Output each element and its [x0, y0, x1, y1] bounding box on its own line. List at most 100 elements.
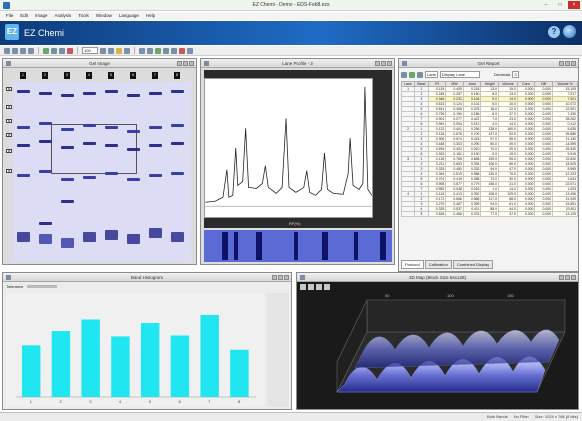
- histogram-bar[interactable]: [111, 336, 130, 397]
- export-icon[interactable]: [409, 71, 415, 78]
- gel-band[interactable]: [39, 92, 52, 95]
- gel-band[interactable]: [149, 228, 162, 238]
- lane-tag[interactable]: 6: [130, 72, 136, 79]
- histogram-plot[interactable]: 1 2 3 4 5 6 7 8: [6, 293, 264, 407]
- zoom-input[interactable]: 100: [82, 47, 98, 54]
- gel-lane[interactable]: [149, 82, 162, 262]
- delete-icon[interactable]: [67, 47, 73, 54]
- histogram-bar[interactable]: [200, 315, 219, 397]
- gel-band[interactable]: [39, 170, 52, 173]
- reset-icon[interactable]: [324, 284, 330, 290]
- chart-icon[interactable]: [171, 47, 177, 54]
- stop-icon[interactable]: [179, 47, 185, 54]
- menu-image[interactable]: Image: [35, 13, 48, 18]
- menu-language[interactable]: Language: [118, 13, 139, 18]
- histogram-bar[interactable]: [81, 319, 100, 397]
- histogram-bar[interactable]: [21, 345, 41, 397]
- gel-image[interactable]: [13, 82, 191, 262]
- grid-icon[interactable]: [401, 71, 407, 78]
- grid-icon[interactable]: [163, 47, 169, 54]
- lane-tag[interactable]: 1: [20, 72, 26, 79]
- histogram-bar[interactable]: [140, 323, 160, 397]
- lane-tag[interactable]: 4: [86, 72, 92, 79]
- gel-band[interactable]: [105, 172, 118, 175]
- gel-band[interactable]: [171, 90, 184, 93]
- table-row[interactable]: 4 0.513 0.124 0.102 5.0 10.0 0.000 0.000 10.072: [400, 101, 578, 107]
- gel-band[interactable]: [61, 128, 74, 131]
- table-row[interactable]: 4 1 0.124 0.413 0.392 108.0 109.0 0.000 0.000 13.…: [400, 191, 578, 197]
- question-icon[interactable]: ?: [548, 26, 560, 38]
- gel-band[interactable]: [61, 200, 74, 203]
- gel-band[interactable]: [149, 126, 162, 129]
- gel-lane[interactable]: [39, 82, 52, 262]
- pan-icon[interactable]: [316, 284, 322, 290]
- maximize-icon[interactable]: [381, 61, 386, 66]
- minimize-icon[interactable]: [375, 61, 380, 66]
- gel-band[interactable]: [83, 92, 96, 95]
- histogram-bar[interactable]: [230, 349, 249, 397]
- gel-band[interactable]: [171, 172, 184, 175]
- gel-band[interactable]: [83, 142, 96, 145]
- gel-band[interactable]: [39, 140, 52, 143]
- close-icon[interactable]: [571, 61, 576, 66]
- gel-band[interactable]: [17, 144, 30, 147]
- minimize-icon[interactable]: [272, 275, 277, 280]
- close-icon[interactable]: [189, 61, 194, 66]
- menu-window[interactable]: Window: [95, 13, 112, 18]
- gel-band[interactable]: [105, 230, 118, 240]
- table-row[interactable]: 3 0.306 0.574 0.415 97.0 55.0 0.000 0.000 21.430: [400, 136, 578, 142]
- save-icon[interactable]: [20, 47, 26, 54]
- lane-select[interactable]: Lane: [425, 71, 438, 78]
- open-icon[interactable]: [12, 47, 18, 54]
- table-row[interactable]: 5 0.526 0.466 0.376 77.0 37.0 0.000 0.000 13.125: [400, 211, 578, 217]
- lane-tag[interactable]: 2: [42, 72, 48, 79]
- gel-band[interactable]: [83, 176, 96, 179]
- gel-band[interactable]: [39, 234, 52, 244]
- menu-edit[interactable]: Edit: [20, 13, 29, 18]
- gel-band[interactable]: [83, 232, 96, 242]
- table-row[interactable]: 7 0.952 0.048 0.016 1.0 14.0 0.000 0.000 1.623: [400, 186, 578, 192]
- copy-icon[interactable]: [51, 47, 57, 54]
- gel-band[interactable]: [105, 126, 118, 129]
- gel-lane[interactable]: [171, 82, 184, 262]
- menu-help[interactable]: Help: [145, 13, 156, 18]
- gel-band[interactable]: [39, 222, 52, 225]
- gel-band[interactable]: [61, 94, 74, 97]
- gel-band[interactable]: [127, 130, 140, 133]
- crop-icon[interactable]: [124, 47, 130, 54]
- fit-icon[interactable]: [116, 47, 122, 54]
- new-icon[interactable]: [4, 47, 10, 54]
- band-icon[interactable]: [147, 47, 153, 54]
- gel-band[interactable]: [61, 238, 74, 248]
- gel-band[interactable]: [17, 232, 30, 242]
- menu-file[interactable]: File: [6, 13, 14, 18]
- menu-tools[interactable]: Tools: [78, 13, 89, 18]
- maximize-icon[interactable]: [565, 275, 570, 280]
- gel-band[interactable]: [171, 124, 184, 127]
- maximize-icon[interactable]: □: [558, 2, 562, 8]
- gel-band[interactable]: [61, 178, 74, 181]
- gel-lane[interactable]: [105, 82, 118, 262]
- minimize-icon[interactable]: [177, 61, 182, 66]
- tab-protocol[interactable]: Protocol: [401, 260, 424, 269]
- profile-plot[interactable]: [204, 78, 373, 218]
- gel-band[interactable]: [127, 148, 140, 151]
- lane-icon[interactable]: [139, 47, 145, 54]
- gel-lane[interactable]: [83, 82, 96, 262]
- lane-tag[interactable]: 5: [108, 72, 114, 79]
- minimize-icon[interactable]: –: [544, 2, 548, 8]
- table-row[interactable]: 7 0.901 0.077 0.422 7.0 23.0 0.000 0.000 28.262: [400, 116, 578, 122]
- close-icon[interactable]: [284, 275, 289, 280]
- print-icon[interactable]: [28, 47, 34, 54]
- gel-band[interactable]: [171, 142, 184, 145]
- gel-band[interactable]: [17, 90, 30, 93]
- display-select[interactable]: Display Lane: [439, 71, 480, 78]
- gel-band[interactable]: [17, 126, 30, 129]
- rotate-icon[interactable]: [300, 284, 306, 290]
- settings-icon[interactable]: [187, 47, 193, 54]
- table-row[interactable]: 5 0.701 0.419 0.288 72.0 30.0 0.000 0.000 2.634: [400, 176, 578, 182]
- gel-band[interactable]: [127, 178, 140, 181]
- gel-lane[interactable]: [17, 82, 30, 262]
- detect-icon[interactable]: [155, 47, 161, 54]
- globe-icon[interactable]: [563, 25, 576, 38]
